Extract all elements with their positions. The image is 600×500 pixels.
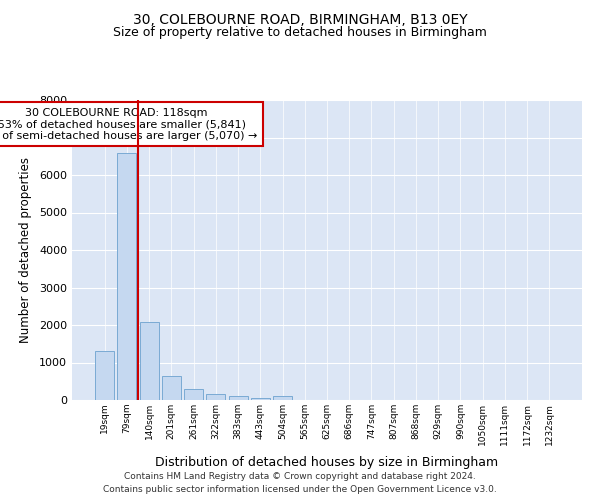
- Bar: [273, 396, 292, 400]
- Bar: [229, 396, 248, 400]
- Text: Contains public sector information licensed under the Open Government Licence v3: Contains public sector information licen…: [103, 485, 497, 494]
- Bar: [162, 376, 181, 400]
- Text: 30 COLEBOURNE ROAD: 118sqm
← 53% of detached houses are smaller (5,841)
46% of s: 30 COLEBOURNE ROAD: 118sqm ← 53% of deta…: [0, 108, 257, 140]
- Bar: [95, 351, 114, 400]
- Text: Size of property relative to detached houses in Birmingham: Size of property relative to detached ho…: [113, 26, 487, 39]
- Bar: [206, 394, 225, 400]
- X-axis label: Distribution of detached houses by size in Birmingham: Distribution of detached houses by size …: [155, 456, 499, 469]
- Bar: [251, 398, 270, 400]
- Y-axis label: Number of detached properties: Number of detached properties: [19, 157, 32, 343]
- Text: Contains HM Land Registry data © Crown copyright and database right 2024.: Contains HM Land Registry data © Crown c…: [124, 472, 476, 481]
- Bar: [118, 152, 136, 400]
- Text: 30, COLEBOURNE ROAD, BIRMINGHAM, B13 0EY: 30, COLEBOURNE ROAD, BIRMINGHAM, B13 0EY: [133, 12, 467, 26]
- Bar: [184, 389, 203, 400]
- Bar: [140, 322, 158, 400]
